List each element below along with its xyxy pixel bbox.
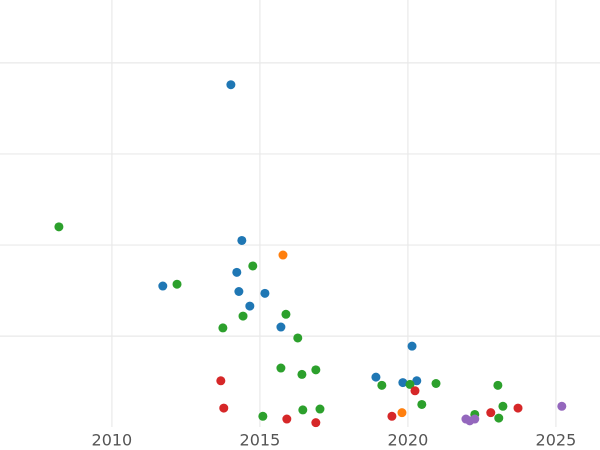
point [410,386,420,396]
point [298,405,308,415]
point [216,376,226,386]
point [172,279,182,289]
point [486,408,496,418]
point [276,363,286,373]
x-tick-label: 2015 [240,431,281,450]
point [311,418,321,428]
point [513,403,523,413]
point [377,380,387,390]
point [557,401,567,411]
point [494,413,504,423]
point [260,288,270,298]
point [293,333,303,343]
point [282,414,292,424]
point [238,311,248,321]
point [412,376,422,386]
point [278,250,288,260]
point [234,286,244,296]
point [281,309,291,319]
point [397,408,407,418]
x-tick-label: 2020 [388,431,429,450]
point [248,261,258,271]
point [398,378,408,388]
point [470,414,480,424]
point [498,401,508,411]
point [54,222,64,232]
point [405,379,415,389]
point [219,403,229,413]
point [158,281,168,291]
point [232,267,242,277]
point [311,365,321,375]
point [371,372,381,382]
point [218,323,228,333]
point [276,322,286,332]
point [258,411,268,421]
point [431,379,441,389]
point [315,404,325,414]
point [387,411,397,421]
point [245,301,255,311]
point [237,235,247,245]
point [493,380,503,390]
x-tick-label: 2010 [92,431,133,450]
point [417,399,427,409]
point [407,341,417,351]
point [297,369,307,379]
point [226,80,236,90]
x-tick-label: 2025 [536,431,577,450]
